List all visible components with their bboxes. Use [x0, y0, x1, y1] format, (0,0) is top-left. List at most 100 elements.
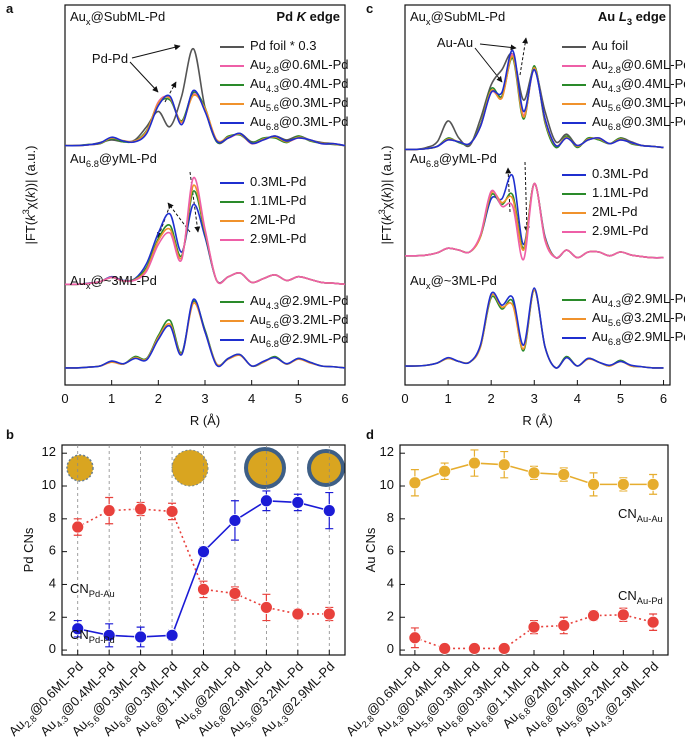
group-label: Aux@~3ML-Pd [410, 273, 497, 291]
x-tick-label: 3 [201, 391, 208, 406]
data-point [228, 514, 242, 527]
spectrum-line [64, 177, 346, 286]
panel-label: d [366, 427, 374, 442]
data-point [497, 458, 511, 472]
y-tick-label: 4 [49, 576, 56, 591]
series-line [414, 614, 654, 650]
group-label: Aux@SubML-Pd [70, 9, 165, 27]
spectrum-line [404, 287, 664, 369]
y-axis-label: Pd CNs [21, 527, 36, 572]
legend-label: Au5.6@0.3ML-Pd [250, 95, 348, 113]
y-axis-label: |FT(k3χ(k))| (a.u.) [377, 146, 394, 245]
data-point [497, 642, 511, 655]
data-point [408, 631, 422, 645]
x-tick-label: 5 [295, 391, 302, 406]
y-tick-label: 10 [380, 477, 394, 492]
x-tick-label: 0 [401, 391, 408, 406]
data-point [71, 622, 85, 636]
data-point [646, 477, 660, 491]
data-point [197, 582, 210, 596]
spectrum-line [404, 49, 664, 151]
legend-label: Au4.3@2.9ML-Pd [592, 291, 685, 309]
spectrum-line [404, 57, 664, 151]
data-point [165, 505, 179, 518]
data-point [291, 607, 305, 621]
data-point [468, 642, 481, 655]
legend-label: Au5.6@0.3ML-Pd [592, 95, 685, 113]
spectrum-line [64, 298, 346, 369]
spectrum-line [404, 182, 664, 261]
legend-label: 1.1ML-Pd [250, 193, 306, 208]
legend-label: Au6.8@0.3ML-Pd [250, 114, 348, 132]
data-point [322, 607, 336, 621]
x-tick-label: 5 [617, 391, 624, 406]
y-axis-label: |FT(k3χ(k))| (a.u.) [21, 146, 38, 245]
legend-label: 1.1ML-Pd [592, 185, 648, 200]
data-point [291, 496, 305, 509]
y-tick-label: 12 [42, 445, 56, 460]
legend-label: 2.9ML-Pd [592, 223, 648, 238]
series-label: CNPd-Pd [70, 627, 115, 645]
legend-label: Au5.6@3.2ML-Pd [592, 310, 685, 328]
data-point [616, 608, 630, 622]
y-tick-label: 0 [387, 642, 394, 657]
data-point [557, 619, 571, 632]
series-label: CNAu-Pd [618, 588, 663, 606]
data-point [587, 609, 600, 623]
spectrum-line [64, 89, 346, 147]
y-tick-label: 2 [387, 609, 394, 624]
y-tick-label: 8 [387, 510, 394, 525]
data-point [259, 601, 273, 614]
data-point [259, 494, 273, 508]
legend-label: Au4.3@2.9ML-Pd [250, 293, 348, 311]
data-point [102, 628, 116, 642]
data-point [468, 456, 481, 470]
x-tick-label: 4 [248, 391, 255, 406]
panel-title: Pd K edge [276, 9, 340, 24]
group-label: Aux@~3ML-Pd [70, 273, 157, 291]
data-point [197, 545, 210, 559]
data-point [438, 464, 452, 478]
x-tick-label: 6 [341, 391, 348, 406]
data-point [527, 466, 541, 480]
legend-label: Au2.8@0.6ML-Pd [592, 57, 685, 75]
y-tick-label: 6 [387, 543, 394, 558]
group-label: Au6.8@yML-Pd [70, 151, 157, 169]
data-point [646, 615, 660, 629]
x-tick-label: 2 [488, 391, 495, 406]
annotation: Pd-Pd [92, 51, 128, 66]
data-point [438, 642, 452, 655]
legend-label: Au6.8@2.9ML-Pd [592, 329, 685, 347]
y-tick-label: 8 [49, 510, 56, 525]
series-label: CNPd-Au [70, 581, 115, 599]
legend-label: Au6.8@2.9ML-Pd [250, 331, 348, 349]
data-point [134, 502, 148, 516]
x-tick-label: 6 [660, 391, 667, 406]
legend-label: 0.3ML-Pd [250, 174, 306, 189]
series-label: CNAu-Au [618, 506, 663, 524]
y-tick-label: 6 [49, 543, 56, 558]
panel-title: Au L3 edge [598, 9, 666, 27]
data-point [102, 504, 116, 518]
x-axis-label: R (Å) [522, 413, 552, 428]
data-point [587, 477, 600, 491]
series-line [77, 499, 330, 638]
x-tick-label: 2 [155, 391, 162, 406]
legend-label: Au foil [592, 38, 628, 53]
data-point [134, 630, 148, 644]
nanoparticle-icons [66, 447, 345, 489]
x-tick-label: 1 [444, 391, 451, 406]
y-tick-label: 2 [49, 609, 56, 624]
y-axis-label: Au CNs [363, 527, 378, 572]
legend-label: Pd foil * 0.3 [250, 38, 317, 53]
annotation: Au-Au [437, 35, 473, 50]
data-point [616, 477, 630, 491]
y-tick-label: 12 [380, 445, 394, 460]
data-point [165, 628, 179, 642]
legend-label: Au4.3@0.4ML-Pd [250, 76, 348, 94]
panel-label: c [366, 1, 373, 16]
y-tick-label: 4 [387, 576, 394, 591]
data-point [71, 520, 85, 534]
legend-label: 2ML-Pd [592, 204, 638, 219]
